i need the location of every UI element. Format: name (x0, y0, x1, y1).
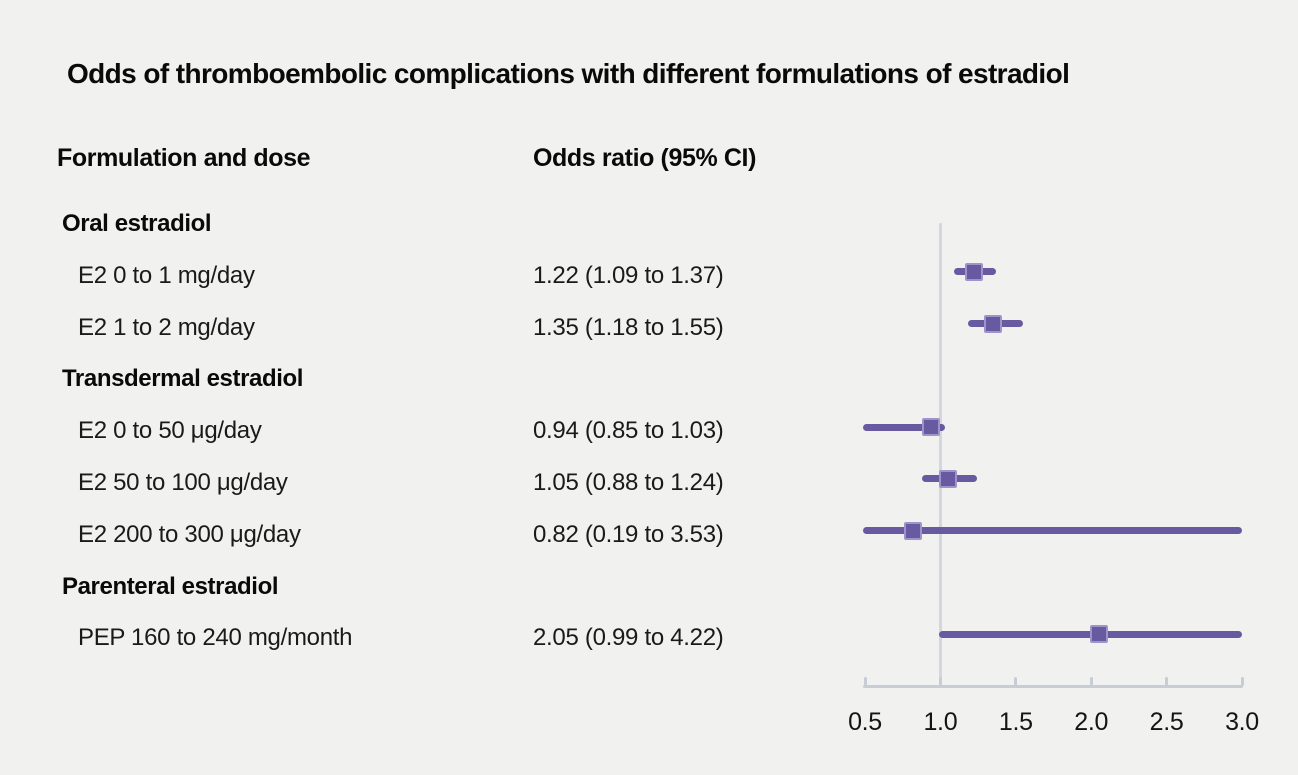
confidence-interval-bar (863, 527, 1242, 535)
item-odds-ratio-value: 0.82 (0.19 to 3.53) (533, 520, 724, 548)
point-estimate-marker (922, 418, 941, 437)
item-label: E2 200 to 300 μg/day (78, 520, 301, 548)
column-header-odds-ratio: Odds ratio (95% CI) (533, 144, 756, 172)
point-estimate-marker (964, 262, 983, 281)
axis-tick (863, 677, 867, 686)
axis-tick-label: 3.0 (1225, 708, 1259, 736)
group-label: Transdermal estradiol (62, 365, 304, 393)
axis-tick-label: 2.0 (1074, 708, 1109, 736)
axis-tick-label: 2.5 (1149, 708, 1184, 736)
column-header-formulation: Formulation and dose (57, 144, 311, 172)
point-estimate-marker (984, 314, 1003, 333)
axis-tick (1089, 677, 1093, 686)
item-label: E2 0 to 1 mg/day (78, 261, 255, 289)
axis-tick (938, 677, 942, 686)
axis-tick-label: 1.5 (998, 708, 1033, 736)
axis-tick (1014, 677, 1018, 686)
axis-tick-label: 1.0 (923, 708, 958, 736)
axis-tick (1165, 677, 1169, 686)
point-estimate-marker (938, 469, 957, 488)
point-estimate-marker (1089, 625, 1108, 644)
item-odds-ratio-value: 1.22 (1.09 to 1.37) (533, 261, 724, 289)
group-label: Parenteral estradiol (62, 572, 279, 600)
item-label: E2 1 to 2 mg/day (78, 313, 255, 341)
item-odds-ratio-value: 2.05 (0.99 to 4.22) (533, 624, 724, 652)
figure-title: Odds of thromboembolic complications wit… (67, 58, 1070, 89)
reference-line-or-1 (938, 223, 942, 686)
item-odds-ratio-value: 1.05 (0.88 to 1.24) (533, 469, 724, 496)
item-label: PEP 160 to 240 mg/month (78, 624, 353, 652)
x-axis-line (863, 685, 1243, 688)
item-label: E2 50 to 100 μg/day (78, 469, 288, 496)
axis-tick (1240, 677, 1244, 686)
point-estimate-marker (904, 521, 923, 540)
group-label: Oral estradiol (62, 210, 212, 237)
axis-tick-label: 0.5 (848, 708, 882, 736)
item-odds-ratio-value: 1.35 (1.18 to 1.55) (533, 313, 724, 341)
item-label: E2 0 to 50 μg/day (78, 417, 262, 445)
item-odds-ratio-value: 0.94 (0.85 to 1.03) (533, 417, 724, 445)
confidence-interval-bar (863, 423, 945, 431)
